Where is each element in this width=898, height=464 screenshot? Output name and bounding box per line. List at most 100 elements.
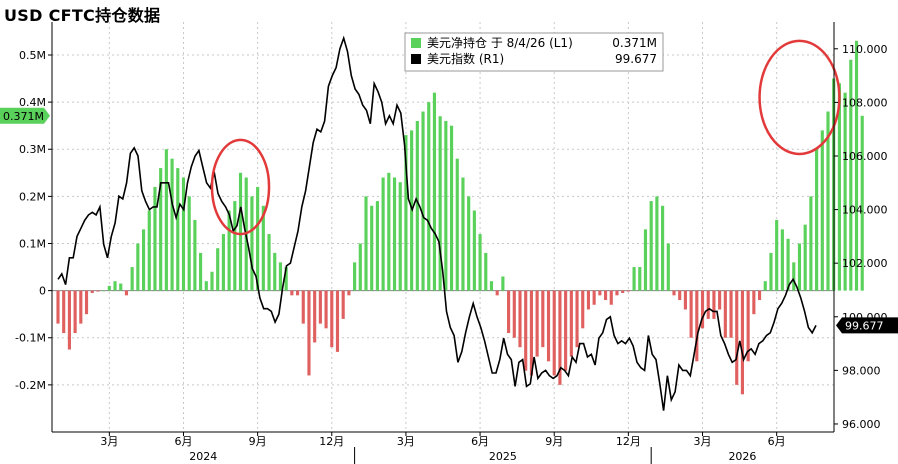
net-bar [96,290,100,292]
x-month-label: 6月 [471,435,489,448]
net-bar [432,92,437,291]
net-bar [792,262,796,291]
net-bar [187,196,191,291]
net-bar [849,59,853,291]
net-bar [341,290,345,319]
x-month-label: 6月 [174,435,192,448]
chart-title: USD CFTC持仓数据 [4,6,161,25]
net-bar [484,252,488,291]
net-bar [67,290,71,350]
net-position-bars [56,40,864,395]
net-bar [803,224,807,291]
legend-value: 0.371M [612,36,657,50]
net-bar [575,290,579,348]
net-bar [752,290,756,315]
net-last-value-tag [0,107,50,124]
net-bar [444,120,448,291]
net-bar [546,290,551,362]
net-bar [678,290,682,301]
net-bar [655,196,659,291]
left-tick-label: 0.3M [19,143,46,156]
axes [51,22,835,433]
net-bar [153,186,157,291]
legend-label: 美元指数 (R1) [427,51,504,66]
left-tick-label: 0.4M [19,96,46,109]
net-bar [632,267,636,291]
net-bar [518,290,522,348]
net-bar [797,243,802,291]
x-month-label: 3月 [694,435,712,448]
net-bar [124,290,129,296]
x-month-label: 9月 [249,435,267,448]
right-tick-label: 110.000 [842,43,888,56]
net-bar [712,290,716,319]
net-bar [381,177,385,291]
net-bar [370,205,374,291]
net-bar [102,290,106,292]
net-bar [695,290,699,362]
net-bar [746,290,750,362]
net-bar [107,285,111,291]
net-bar [193,219,197,291]
net-bar [392,177,397,291]
net-bar [478,234,482,291]
net-bar [860,115,864,291]
net-bar [164,149,168,291]
net-bar [661,205,665,291]
dollar-index-line [57,35,817,411]
net-bar [375,201,379,291]
net-bar [706,290,710,319]
net-bar [467,196,471,291]
net-bar [330,290,334,348]
net-bar [113,281,117,291]
net-bar [672,290,676,296]
net-bar [449,125,454,291]
net-bar [84,290,89,315]
net-bar [512,290,516,338]
right-tick-label: 102.000 [842,257,888,270]
net-bar [581,290,585,329]
net-bar [227,210,231,291]
net-bar [615,290,619,296]
legend-box [404,32,664,72]
dxy-last-value-text: 99.677 [845,319,884,332]
x-month-label: 9月 [545,435,563,448]
net-bar [290,290,294,296]
net-bar [638,267,642,291]
net-bar [683,290,687,310]
highlight-ellipse [758,39,841,156]
net-bar [256,186,260,291]
net-bar [507,290,511,334]
net-bar [529,290,533,376]
net-bar [119,283,123,291]
x-month-label: 12月 [319,435,344,448]
net-bar [558,290,562,385]
x-year-label: 2026 [728,450,756,463]
net-bar [278,262,283,291]
net-bar [643,229,648,291]
net-bar [592,290,596,305]
dxy-last-value-tag [836,317,898,334]
net-bar [181,177,186,291]
net-bar [79,290,83,324]
left-tick-label: -0.1M [15,332,46,345]
net-bar [757,290,762,301]
net-bar [586,290,591,310]
net-bar [775,219,779,291]
x-month-label: 3月 [100,435,118,448]
net-bar [621,290,625,293]
net-bar [90,290,94,293]
x-month-label: 3月 [397,435,415,448]
x-axis-ticks: 3月 6月 9月 12月 3月 6月 9月 12月 3月 6月 2024 2025 2026 [100,432,786,464]
net-bar [313,290,317,343]
legend-swatch [411,38,421,48]
gridlines [52,22,834,432]
net-bar [729,290,733,338]
net-bar [410,130,414,291]
net-bar [295,290,300,296]
net-bar [307,290,311,376]
highlight-ellipses [210,39,841,236]
net-bar [501,276,505,291]
left-tick-label: 0.1M [19,237,46,250]
net-bar [301,290,305,324]
